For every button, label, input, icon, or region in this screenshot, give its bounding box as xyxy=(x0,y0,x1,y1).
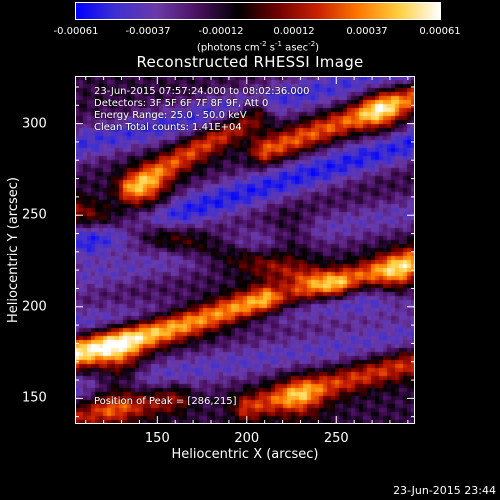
time-range-label: 23-Jun-2015 07:57:24.000 to 08:02:36.000 xyxy=(94,86,310,97)
colorbar-unit-label: (photons cm-2 s-1 asec-2) xyxy=(196,40,320,54)
colorbar-fill xyxy=(76,3,440,19)
y-tick-label: 250 xyxy=(22,207,47,223)
energy-range-label: Energy Range: 25.0 - 50.0 keV xyxy=(94,110,247,121)
y-tick-label: 150 xyxy=(22,390,47,406)
x-axis-label: Heliocentric X (arcsec) xyxy=(171,447,319,462)
colorbar-tick-label: -0.00012 xyxy=(198,26,244,37)
y-axis-label-wrap: Heliocentric Y (arcsec) xyxy=(6,177,21,323)
colorbar-tick-label: -0.00037 xyxy=(125,26,171,37)
x-tick-label: 250 xyxy=(323,431,349,446)
colorbar-tick-label: 0.00061 xyxy=(419,26,461,37)
colorbar xyxy=(75,2,441,20)
heatmap-image xyxy=(75,76,415,424)
y-axis-label: Heliocentric Y (arcsec) xyxy=(6,177,21,323)
plot-timestamp: 23-Jun-2015 23:44 xyxy=(393,484,496,497)
peak-position-label: Position of Peak = [286,215] xyxy=(94,396,237,407)
x-tick-label: 200 xyxy=(234,431,260,446)
plot-axes xyxy=(75,76,415,424)
chart-title: Reconstructed RHESSI Image xyxy=(136,53,364,71)
y-tick-label: 200 xyxy=(22,299,47,315)
colorbar-tick-label: 0.00012 xyxy=(273,26,315,37)
colorbar-tick-label: -0.00061 xyxy=(53,26,99,37)
plot-area: 23-Jun-2015 07:57:24.000 to 08:02:36.000… xyxy=(75,76,415,424)
clean-counts-label: Clean Total counts: 1.41E+04 xyxy=(94,122,242,133)
plot-frame xyxy=(75,76,415,424)
x-tick-label: 150 xyxy=(144,431,170,446)
colorbar-tick-label: 0.00037 xyxy=(346,26,388,37)
colorbar-gradient xyxy=(76,3,440,19)
y-tick-label: 300 xyxy=(22,116,47,132)
detectors-label: Detectors: 3F 5F 6F 7F 8F 9F, Att 0 xyxy=(94,98,269,109)
